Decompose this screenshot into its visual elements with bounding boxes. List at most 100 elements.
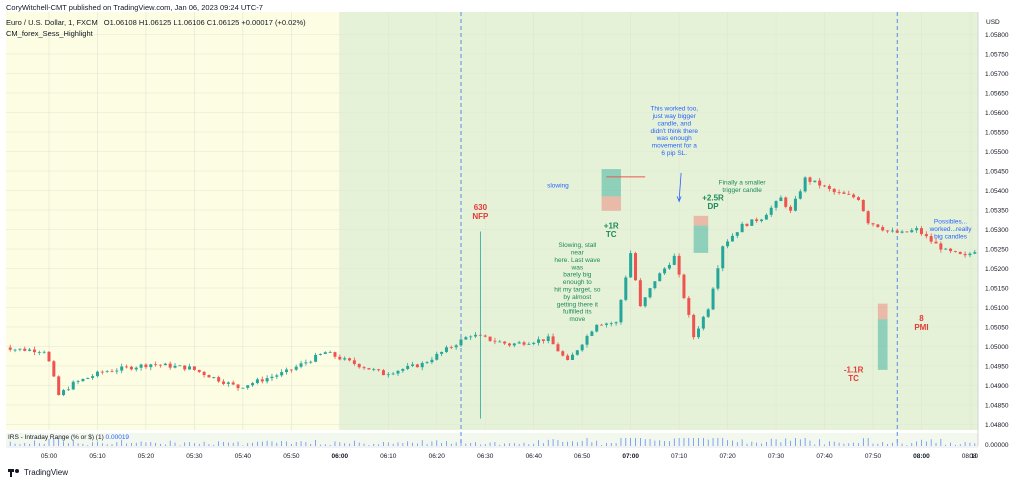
candle-body — [202, 371, 206, 376]
candle-body — [881, 227, 885, 231]
candle-body — [100, 371, 104, 373]
candle-body — [726, 241, 730, 247]
chart-annotation-12: 8 — [919, 314, 924, 323]
annotation-line: barely big — [563, 272, 592, 279]
y-tick-label: 1.05500 — [985, 149, 1009, 156]
symbol-name[interactable]: Euro / U.S. Dollar, 1, FXCM — [6, 18, 98, 27]
candle-body — [842, 192, 846, 194]
candle-body — [464, 337, 468, 340]
candle-body — [23, 348, 27, 351]
candle-body — [178, 365, 182, 367]
indicator-axis-label: 0.00000 — [985, 442, 1009, 449]
candle-body — [57, 376, 61, 396]
annotation-line: candle, and — [657, 120, 691, 127]
y-tick-label: 1.05100 — [985, 305, 1009, 312]
symbol-line: Euro / U.S. Dollar, 1, FXCM O1.06108 H1.… — [6, 18, 306, 27]
session-indicator-label[interactable]: CM_forex_Sess_Highlight — [6, 29, 93, 38]
candle-body — [546, 336, 550, 341]
x-tick-label: 08:10 — [962, 453, 979, 460]
candle-body — [188, 366, 192, 370]
candle-body — [81, 378, 85, 382]
candle-body — [808, 177, 812, 182]
candle-body — [115, 370, 119, 372]
premarket-background — [6, 12, 340, 430]
loss-box — [601, 196, 621, 211]
x-tick-label: 08 — [969, 453, 977, 460]
chart-annotation-11: TC — [848, 374, 859, 383]
candle-body — [483, 335, 487, 337]
candle-body — [338, 356, 342, 360]
annotation-line: getting there it — [557, 301, 598, 308]
candle-body — [255, 379, 259, 384]
annotation-line: TC — [848, 374, 859, 383]
candle-body — [852, 194, 856, 198]
x-tick-label: 07:10 — [671, 453, 688, 460]
indicator-value: 0.00019 — [106, 434, 130, 441]
candle-body — [396, 370, 400, 374]
candle-body — [924, 234, 928, 237]
annotation-line: +1R — [604, 221, 619, 230]
annotation-line: here. Last wave — [554, 257, 600, 264]
chart-annotation-7: Finally a smaller trigger candle — [719, 180, 767, 194]
candle-body — [585, 335, 589, 345]
candle-body — [110, 371, 114, 373]
candle-body — [8, 347, 12, 350]
candle-body — [498, 341, 502, 343]
candle-body — [469, 336, 473, 338]
candle-body — [755, 219, 759, 222]
candle-body — [798, 191, 802, 199]
candle-body — [580, 344, 584, 351]
chart-annotation-2: slowing — [547, 182, 569, 189]
profit-box — [877, 319, 888, 370]
candle-body — [221, 381, 225, 384]
candle-body — [377, 369, 381, 371]
chart-annotation-0: 630 — [474, 203, 488, 212]
candle-body — [120, 366, 124, 371]
candle-body — [183, 365, 187, 370]
annotation-line: DP — [707, 202, 719, 211]
candle-body — [333, 352, 337, 357]
tradingview-logo[interactable]: TradingView — [8, 468, 68, 477]
x-tick-label: 08:00 — [913, 453, 930, 460]
y-tick-label: 1.05800 — [985, 32, 1009, 39]
x-tick-label: 06:20 — [429, 453, 446, 460]
candle-body — [217, 377, 221, 382]
x-tick-label: 05:50 — [283, 453, 300, 460]
candle-body — [275, 375, 279, 377]
candle-body — [129, 366, 133, 370]
chart-annotation-6: This worked too, just way bigger candle, a… — [650, 106, 698, 157]
x-tick-label: 05:40 — [235, 453, 252, 460]
candle-body — [600, 324, 604, 326]
annotation-line: enough to — [563, 279, 592, 286]
loss-box — [693, 215, 709, 226]
annotation-line: PMI — [914, 323, 928, 332]
annotation-line: slowing — [547, 182, 569, 189]
candle-body — [793, 198, 797, 211]
candle-body — [750, 219, 754, 226]
y-tick-label: 1.05150 — [985, 285, 1009, 292]
annotation-arrowhead — [676, 196, 682, 203]
annotation-line: +2.5R — [702, 193, 724, 202]
annotation-line: worked...really — [929, 226, 973, 233]
annotation-line: didn't think there — [651, 128, 699, 135]
profit-box — [601, 169, 621, 197]
candle-body — [348, 358, 352, 361]
candle-body — [440, 351, 444, 354]
candle-body — [105, 371, 109, 373]
candle-body — [192, 366, 196, 370]
candle-body — [953, 251, 957, 252]
candle-body — [566, 355, 570, 360]
candle-body — [692, 314, 696, 338]
candle-body — [818, 180, 822, 186]
x-tick-label: 07:50 — [865, 453, 882, 460]
y-tick-label: 1.04850 — [985, 402, 1009, 409]
candle-body — [459, 339, 463, 346]
candle-body — [352, 360, 356, 364]
candle-body — [236, 384, 240, 389]
candle-body — [391, 373, 395, 375]
candle-body — [658, 273, 662, 282]
candle-body — [667, 264, 671, 269]
annotation-line: 8 — [919, 314, 924, 323]
